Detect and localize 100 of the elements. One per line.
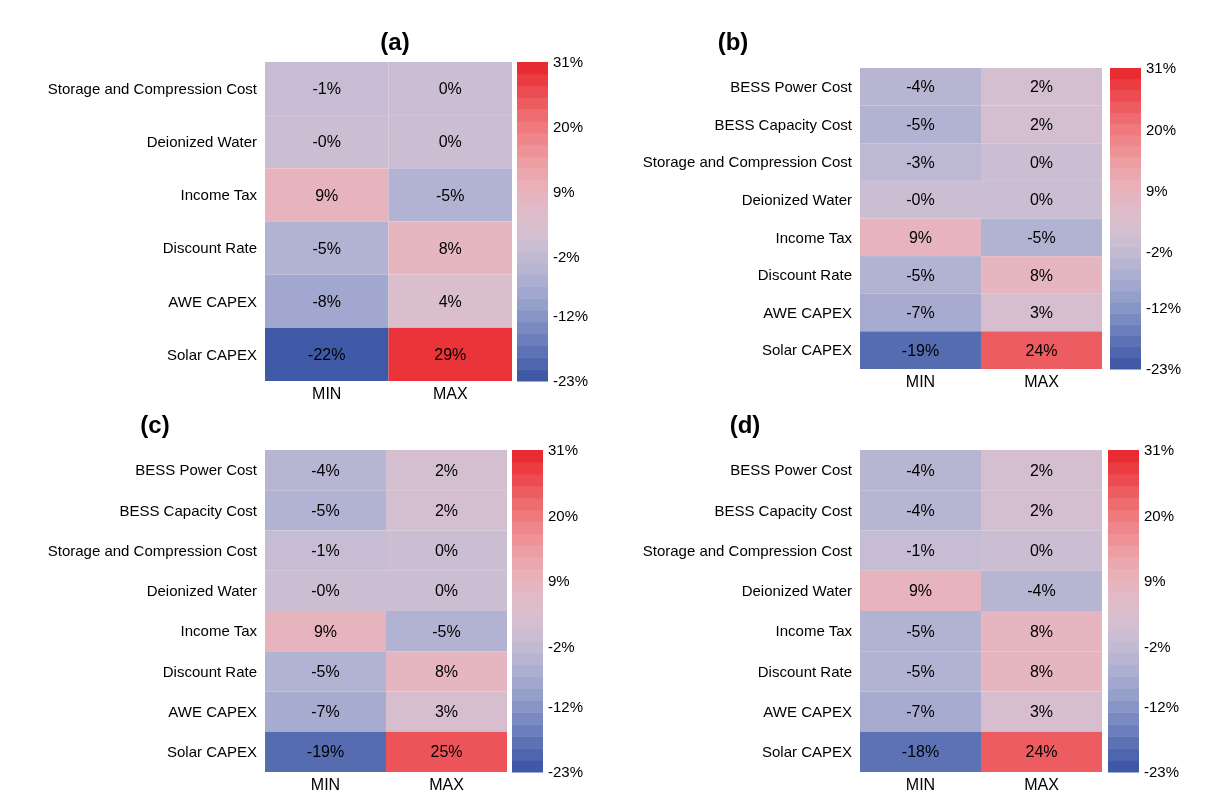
data-label: -5% xyxy=(436,186,465,204)
data-label: 9% xyxy=(908,582,933,600)
y-tick-label: Discount Rate xyxy=(162,239,257,257)
data-label: 3% xyxy=(434,703,459,721)
y-tick-label: BESS Capacity Cost xyxy=(119,501,258,519)
data-label: -19% xyxy=(901,341,940,359)
color-bar-label: -2% xyxy=(548,638,575,656)
color-bar-label: 9% xyxy=(1144,572,1166,590)
color-bar-label: 31% xyxy=(548,441,579,459)
color-bar-label: 31% xyxy=(1146,59,1177,77)
color-bar-label: -23% xyxy=(1146,360,1182,378)
x-tick-label: MIN xyxy=(905,373,936,390)
color-bar-label: -12% xyxy=(1146,298,1182,316)
x-tick-label: MAX xyxy=(1024,776,1060,793)
y-tick-label: Discount Rate xyxy=(757,662,852,680)
data-label: 3% xyxy=(1029,703,1054,721)
y-tick-label: Deionized Water xyxy=(741,190,852,208)
data-label: -4% xyxy=(1027,582,1056,600)
y-tick-label: Discount Rate xyxy=(757,266,852,284)
color-bar-label: 9% xyxy=(548,572,570,590)
color-bar-label: 31% xyxy=(553,53,584,71)
data-label: 24% xyxy=(1025,743,1058,761)
data-label: 2% xyxy=(434,461,459,479)
data-label: -5% xyxy=(311,501,340,519)
data-label: 2% xyxy=(1029,501,1054,519)
y-tick-label: Storage and Compression Cost xyxy=(642,541,853,559)
data-label: 9% xyxy=(908,228,933,246)
data-label: -0% xyxy=(311,582,340,600)
data-label: 2% xyxy=(434,501,459,519)
color-bar-label: 9% xyxy=(1146,181,1168,199)
color-bar-label: 20% xyxy=(548,506,579,524)
color-bar-label: 9% xyxy=(553,183,575,201)
data-label: -4% xyxy=(906,501,935,519)
y-tick-label: AWE CAPEX xyxy=(168,702,257,720)
x-tick-label: MIN xyxy=(905,776,936,793)
y-tick-label: Deionized Water xyxy=(741,582,852,600)
data-label: 0% xyxy=(1029,191,1054,209)
y-tick-label: Solar CAPEX xyxy=(761,743,852,761)
data-label: -5% xyxy=(311,662,340,680)
data-label: 2% xyxy=(1029,78,1054,96)
y-tick-label: Deionized Water xyxy=(146,582,257,600)
color-bar-label: -2% xyxy=(1144,638,1171,656)
data-label: 0% xyxy=(434,582,459,600)
data-label: 8% xyxy=(438,239,462,257)
data-label: -18% xyxy=(901,743,940,761)
y-tick-label: Discount Rate xyxy=(162,662,257,680)
y-tick-label: Storage and Compression Cost xyxy=(642,153,853,171)
data-label: 0% xyxy=(438,133,462,151)
y-tick-label: Income Tax xyxy=(180,186,258,204)
data-label: -5% xyxy=(1027,228,1056,246)
data-label: 0% xyxy=(1029,153,1054,171)
y-tick-label: BESS Power Cost xyxy=(730,78,853,96)
chart-title: (a) xyxy=(380,28,410,55)
data-label: 29% xyxy=(434,346,467,364)
data-label: -5% xyxy=(906,622,935,640)
data-label: -1% xyxy=(312,80,341,98)
color-bar-label: -12% xyxy=(553,307,589,325)
y-tick-label: AWE CAPEX xyxy=(168,292,257,310)
data-label: -5% xyxy=(906,116,935,134)
y-tick-label: Income Tax xyxy=(775,228,853,246)
data-label: -0% xyxy=(312,133,341,151)
data-label: 24% xyxy=(1025,341,1058,359)
data-label: -5% xyxy=(432,622,461,640)
data-label: 8% xyxy=(1029,266,1054,284)
data-label: -5% xyxy=(312,239,341,257)
color-bar-label: -23% xyxy=(548,763,584,781)
data-label: -5% xyxy=(906,266,935,284)
x-tick-label: MAX xyxy=(429,776,465,793)
x-tick-label: MAX xyxy=(432,385,468,402)
color-bar-label: 20% xyxy=(553,118,584,136)
data-label: -4% xyxy=(906,78,935,96)
color-bar-label: -23% xyxy=(1144,763,1180,781)
data-label: 9% xyxy=(315,186,339,204)
y-tick-label: Income Tax xyxy=(180,622,258,640)
color-bar-label: -2% xyxy=(553,248,580,266)
color-bar-label: -12% xyxy=(548,697,584,715)
y-tick-label: BESS Capacity Cost xyxy=(714,115,853,133)
y-tick-label: AWE CAPEX xyxy=(763,702,852,720)
data-label: -1% xyxy=(311,542,340,560)
y-tick-label: Solar CAPEX xyxy=(761,341,852,359)
data-label: 2% xyxy=(1029,116,1054,134)
data-label: -8% xyxy=(312,292,341,310)
y-tick-label: BESS Capacity Cost xyxy=(714,501,853,519)
data-label: -3% xyxy=(906,153,935,171)
data-label: 8% xyxy=(434,662,459,680)
data-label: 4% xyxy=(438,292,462,310)
y-tick-label: BESS Power Cost xyxy=(135,461,258,479)
color-bar-label: 20% xyxy=(1146,120,1177,138)
data-label: 8% xyxy=(1029,662,1054,680)
data-label: -7% xyxy=(311,703,340,721)
color-bar-label: -23% xyxy=(553,372,589,390)
data-label: 2% xyxy=(1029,461,1054,479)
data-label: -5% xyxy=(906,662,935,680)
data-label: 25% xyxy=(430,743,463,761)
data-label: -22% xyxy=(308,346,346,364)
y-tick-label: Storage and Compression Cost xyxy=(47,541,258,559)
data-label: 0% xyxy=(1029,542,1054,560)
data-label: -7% xyxy=(906,703,935,721)
chart-title: (b) xyxy=(717,28,749,55)
data-label: 0% xyxy=(434,542,459,560)
